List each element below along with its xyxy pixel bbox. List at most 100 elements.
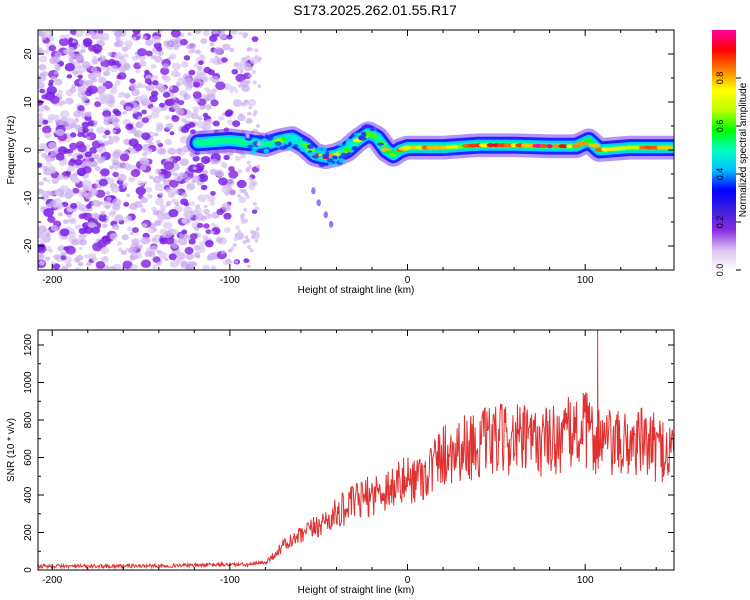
noise-speck [79, 238, 88, 246]
noise-speck [57, 245, 66, 252]
noise-speck [107, 51, 113, 57]
noise-speck [168, 253, 177, 261]
colorbar-tick-label: 0.6 [715, 120, 725, 133]
noise-speck [78, 213, 86, 220]
noise-speck [66, 74, 73, 79]
noise-speck [218, 177, 228, 186]
noise-speck [172, 96, 177, 100]
noise-speck [140, 196, 148, 204]
noise-speck [83, 226, 94, 234]
noise-speck [144, 69, 150, 75]
noise-speck [87, 120, 95, 127]
snr-y-ticks: 0 200 400 600 800 1000 1200 [23, 333, 674, 573]
noise-speck [197, 194, 207, 203]
noise-speck [233, 237, 239, 242]
noise-speck [237, 229, 242, 233]
branch-blob [323, 211, 328, 219]
y-tick-label: 400 [23, 486, 34, 503]
noise-speck [223, 212, 232, 220]
noise-speck [139, 94, 148, 102]
ridge-hotspot [503, 143, 513, 148]
noise-speck [179, 158, 189, 167]
noise-speck [44, 30, 54, 38]
noise-speck [175, 190, 180, 195]
noise-speck [141, 35, 148, 40]
noise-speck [77, 261, 84, 267]
noise-speck [94, 101, 102, 108]
noise-speck [98, 139, 104, 144]
noise-speck [96, 157, 105, 164]
noise-speck [41, 35, 47, 41]
noise-speck [226, 34, 233, 40]
noise-speck [193, 81, 200, 88]
noise-speck [100, 32, 110, 41]
noise-speck [140, 208, 147, 213]
noise-speck [98, 40, 105, 46]
y-tick-label: -10 [23, 190, 34, 205]
noise-speck [169, 53, 177, 60]
noise-speck [152, 256, 161, 263]
ridge-fringe [326, 158, 334, 163]
noise-speck [156, 261, 162, 266]
noise-speck [38, 260, 45, 266]
noise-speck [247, 99, 257, 107]
noise-speck [246, 264, 251, 268]
ridge-fringe [247, 144, 254, 148]
noise-speck [183, 123, 192, 130]
noise-speck [194, 213, 205, 221]
noise-speck [228, 170, 239, 179]
ridge-fringe [364, 128, 371, 132]
noise-speck [41, 152, 48, 158]
noise-speck [228, 189, 237, 196]
fringe-speck [237, 169, 242, 174]
ridge-hotspot [486, 143, 495, 148]
noise-speck [174, 155, 182, 162]
fringe-speck [248, 105, 253, 110]
fringe-speck [249, 248, 254, 253]
noise-speck [100, 247, 110, 255]
noise-speck [83, 40, 92, 48]
noise-speck [79, 234, 87, 240]
snr-series-line [38, 330, 674, 570]
ridge-hotspot [425, 145, 437, 150]
ridge-hotspot [304, 148, 315, 152]
noise-speck [58, 204, 64, 210]
noise-speck [224, 110, 233, 117]
fringe-speck [246, 245, 251, 250]
noise-speck [88, 44, 97, 52]
noise-speck [39, 253, 44, 258]
noise-speck [148, 94, 158, 103]
fringe-speck [236, 193, 241, 198]
noise-speck [234, 260, 239, 264]
noise-speck [164, 138, 173, 146]
noise-speck [196, 120, 205, 128]
noise-speck [163, 221, 173, 230]
noise-speck [201, 94, 208, 100]
noise-speck [155, 122, 164, 129]
noise-speck [60, 110, 70, 119]
noise-speck [229, 47, 235, 53]
noise-speck [121, 234, 129, 241]
noise-speck [152, 264, 158, 270]
fringe-speck [251, 181, 256, 186]
ridge-fringe [252, 147, 258, 152]
noise-speck [78, 79, 86, 86]
noise-speck [53, 254, 60, 260]
noise-speck [151, 35, 161, 44]
noise-speck [84, 151, 93, 158]
noise-speck [185, 253, 194, 260]
spectrogram-x-label: Height of straight line (km) [298, 285, 415, 296]
noise-speck [63, 246, 69, 251]
fringe-speck [254, 238, 259, 243]
ridge-hotspot [439, 145, 447, 150]
noise-speck [197, 116, 203, 121]
noise-speck [196, 245, 206, 254]
noise-speck [44, 256, 51, 261]
noise-speck [49, 95, 60, 104]
noise-speck [168, 179, 179, 188]
noise-speck [48, 82, 54, 87]
noise-speck [112, 129, 117, 133]
noise-speck [122, 185, 127, 189]
ridge-fringe [325, 151, 330, 157]
fringe-speck [254, 48, 259, 53]
